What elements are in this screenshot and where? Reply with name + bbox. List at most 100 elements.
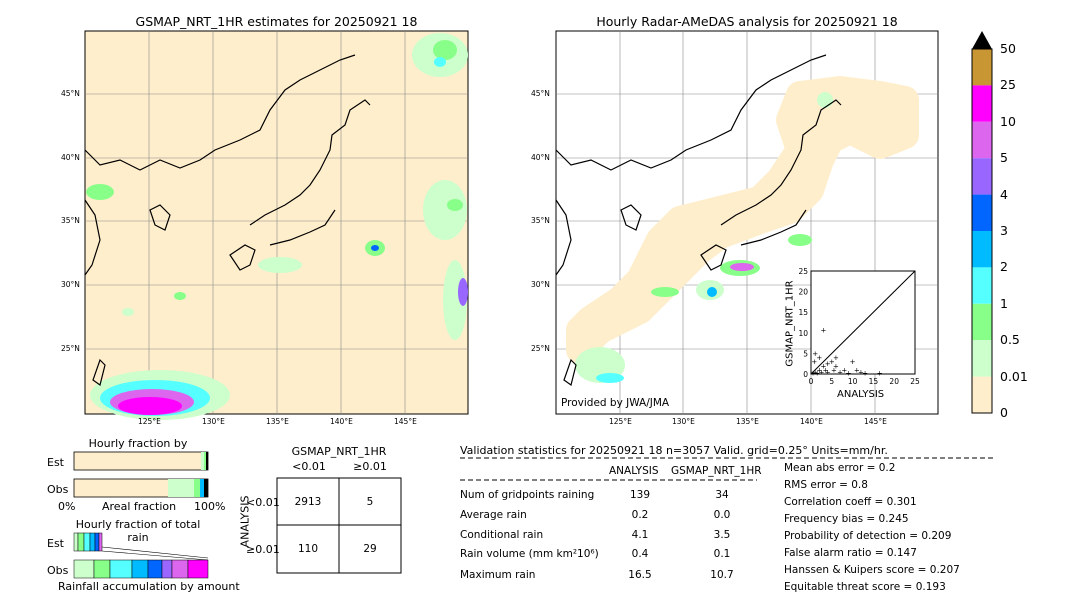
lat-label: 35°N bbox=[531, 216, 550, 225]
scatter-point: + bbox=[854, 366, 860, 374]
scatter-point: + bbox=[810, 369, 816, 377]
occurrence-row-obs: Obs bbox=[47, 483, 69, 496]
scatter-point: + bbox=[821, 362, 827, 370]
total-rain-row-obs: Obs bbox=[47, 564, 69, 577]
colorbar-label: 1 bbox=[1000, 295, 1008, 311]
lat-label: 35°N bbox=[61, 216, 80, 225]
total-rain-row-est: Est bbox=[47, 537, 64, 550]
validation-row-analysis: 16.5 bbox=[628, 569, 652, 581]
lon-label: 140°E bbox=[800, 417, 823, 426]
scatter-point: + bbox=[812, 368, 818, 376]
scatter-point: + bbox=[841, 366, 847, 374]
contingency-cell: 29 bbox=[363, 543, 377, 555]
scatter-point: + bbox=[829, 358, 835, 366]
score-line: False alarm ratio = 0.147 bbox=[784, 547, 917, 559]
lon-label: 125°E bbox=[138, 417, 161, 426]
validation-row-label: Conditional rain bbox=[460, 529, 544, 541]
scatter-xlabel: ANALYSIS bbox=[837, 389, 885, 400]
score-line: Mean abs error = 0.2 bbox=[784, 462, 896, 474]
lon-label: 135°E bbox=[266, 417, 289, 426]
scatter-point: + bbox=[877, 369, 883, 377]
colorbar-label: 0.5 bbox=[1000, 332, 1020, 348]
scatter-point: + bbox=[833, 362, 839, 370]
score-line: RMS error = 0.8 bbox=[784, 479, 868, 491]
contingency-row-label: <0.01 bbox=[246, 496, 280, 509]
occurrence-axis-mid: Areal fraction bbox=[102, 500, 177, 513]
colorbar-label: 50 bbox=[1000, 41, 1016, 56]
scatter-ytick: 20 bbox=[798, 288, 808, 297]
contingency-cell: 110 bbox=[297, 543, 319, 555]
score-line: Correlation coeff = 0.301 bbox=[784, 496, 917, 508]
colorbar-segment bbox=[972, 49, 992, 86]
score-line: Frequency bias = 0.245 bbox=[784, 513, 909, 525]
validation-row-label: Maximum rain bbox=[460, 569, 536, 581]
lat-label: 40°N bbox=[531, 153, 550, 162]
colorbar-label: 2 bbox=[1000, 259, 1008, 275]
contingency-col-label: <0.01 bbox=[292, 460, 326, 473]
lon-label: 145°E bbox=[864, 417, 887, 426]
lon-label: 145°E bbox=[394, 417, 417, 426]
contingency-cell: 5 bbox=[366, 496, 374, 508]
occurrence-axis-right: 100% bbox=[194, 500, 226, 513]
total-rain-title: Hourly fraction of total rain bbox=[75, 518, 201, 544]
scatter-point: + bbox=[814, 370, 820, 378]
scatter-point: + bbox=[811, 358, 817, 366]
contingency-col-label: ≥0.01 bbox=[353, 460, 387, 473]
lon-label: 140°E bbox=[330, 417, 353, 426]
lon-label: 130°E bbox=[202, 417, 225, 426]
lat-label: 30°N bbox=[531, 280, 550, 289]
scatter-xtick: 15 bbox=[869, 377, 879, 386]
right-map-title: Hourly Radar-AMeDAS analysis for 2025092… bbox=[596, 14, 898, 29]
validation-row-gsmap: 3.5 bbox=[713, 529, 731, 541]
scatter-point: + bbox=[812, 350, 818, 358]
scatter-point: + bbox=[837, 368, 843, 376]
lat-label: 45°N bbox=[61, 89, 80, 98]
colorbar bbox=[971, 31, 993, 414]
colorbar-segment bbox=[972, 85, 992, 122]
score-line: Hanssen & Kuipers score = 0.207 bbox=[784, 564, 960, 576]
scatter-point: + bbox=[823, 366, 829, 374]
scatter-point: + bbox=[825, 368, 831, 376]
left-map bbox=[84, 30, 469, 420]
lon-label: 135°E bbox=[736, 417, 759, 426]
validation-row-gsmap: 10.7 bbox=[710, 569, 734, 581]
scatter-xtick: 10 bbox=[848, 377, 858, 386]
validation-row-label: Rain volume (mm km²10⁶) bbox=[460, 548, 599, 560]
colorbar-label: 0 bbox=[1000, 405, 1008, 420]
scatter-point: + bbox=[821, 326, 827, 334]
validation-row-label: Num of gridpoints raining bbox=[460, 489, 595, 501]
validation-row-analysis: 4.1 bbox=[631, 529, 649, 541]
validation-row-gsmap: 0.0 bbox=[713, 509, 731, 521]
contingency-cell: 2913 bbox=[294, 496, 322, 508]
contingency-row-label: ≥0.01 bbox=[246, 543, 280, 556]
colorbar-label: 0.01 bbox=[1000, 368, 1028, 384]
scatter-xtick: 5 bbox=[829, 377, 834, 386]
lon-label: 130°E bbox=[672, 417, 695, 426]
colorbar-frame bbox=[971, 48, 993, 414]
radar-credit: Provided by JWA/JMA bbox=[561, 397, 670, 409]
lat-label: 25°N bbox=[531, 344, 550, 353]
validation-row-label: Average rain bbox=[460, 509, 527, 521]
validation-header: Validation statistics for 20250921 18 n=… bbox=[460, 444, 888, 457]
scatter-point: + bbox=[818, 368, 824, 376]
scatter-point: + bbox=[862, 369, 868, 377]
scatter-ytick: 5 bbox=[803, 349, 808, 358]
scatter-ytick: 10 bbox=[798, 329, 808, 338]
scatter-ytick: 0 bbox=[803, 370, 808, 379]
scatter-ytick: 25 bbox=[798, 267, 808, 276]
scatter-ytick: 15 bbox=[798, 308, 808, 317]
score-line: Probability of detection = 0.209 bbox=[784, 530, 952, 542]
scatter-point: + bbox=[858, 368, 864, 376]
scatter-xtick: 20 bbox=[889, 377, 899, 386]
validation-row-gsmap: 34 bbox=[715, 489, 729, 501]
scatter-point: + bbox=[825, 360, 831, 368]
lon-label: 125°E bbox=[609, 417, 632, 426]
scatter-point: + bbox=[846, 370, 852, 378]
colorbar-segment bbox=[972, 303, 992, 341]
lat-label: 25°N bbox=[61, 344, 80, 353]
validation-col-analysis: ANALYSIS bbox=[609, 465, 659, 477]
